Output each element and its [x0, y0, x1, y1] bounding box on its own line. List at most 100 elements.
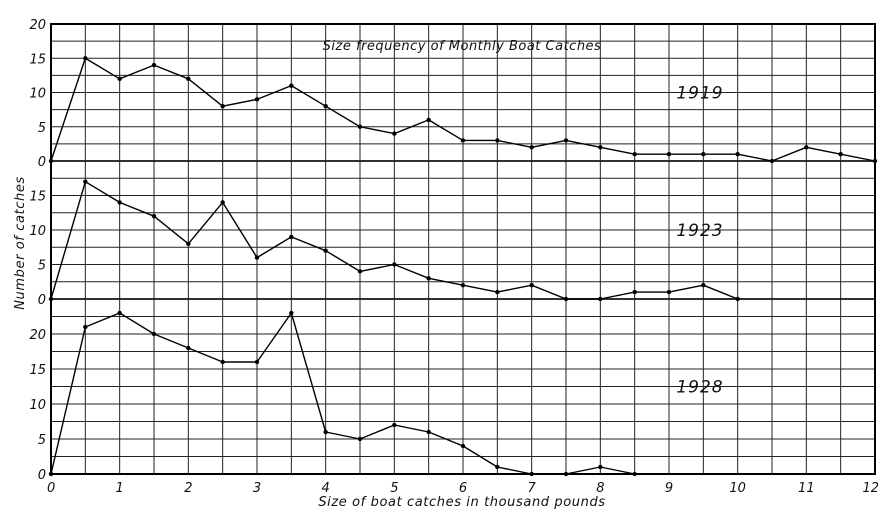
panel-year-label: 1928: [676, 378, 723, 398]
data-point: [323, 248, 328, 253]
data-point: [735, 151, 740, 157]
y-tick-label: 10: [29, 224, 46, 239]
data-point: [529, 145, 534, 150]
data-point: [666, 151, 672, 157]
data-point: [289, 83, 294, 88]
y-tick-label: 15: [29, 190, 46, 205]
data-point: [186, 76, 191, 82]
x-tick-label: 6: [459, 481, 467, 496]
grid: [50, 23, 876, 475]
data-point: [632, 289, 637, 295]
x-tick-label: 4: [322, 481, 330, 496]
data-point: [186, 241, 191, 246]
data-point: [323, 104, 328, 109]
data-point: [426, 429, 431, 435]
data-point: [460, 283, 466, 288]
data-point: [186, 345, 191, 351]
data-point: [151, 62, 157, 68]
data-point: [495, 289, 500, 295]
y-axis-label: Number of catches: [13, 176, 28, 310]
y-tick-label: 10: [29, 87, 46, 102]
data-point: [666, 289, 672, 295]
data-point: [426, 117, 431, 123]
data-point: [220, 359, 225, 365]
data-point: [563, 471, 569, 477]
data-point: [289, 234, 294, 240]
data-point: [254, 97, 260, 102]
data-point: [529, 471, 534, 477]
data-point: [701, 283, 706, 288]
x-tick-label: 9: [665, 481, 673, 496]
data-point: [392, 422, 397, 428]
data-point: [495, 464, 500, 470]
y-tick-label: 0: [38, 155, 46, 170]
data-point: [598, 145, 603, 150]
y-tick-label: 15: [29, 52, 46, 67]
data-point: [598, 464, 603, 470]
data-point: [529, 283, 534, 288]
data-point: [357, 269, 363, 274]
data-point: [632, 471, 637, 477]
y-tick-label: 0: [38, 468, 46, 483]
y-tick-label: 15: [29, 363, 46, 378]
data-point: [323, 429, 328, 435]
series-line-1928: [50, 312, 635, 475]
x-tick-label: 12: [862, 481, 879, 496]
y-tick-label: 20: [29, 18, 46, 33]
data-point: [48, 158, 54, 164]
data-point: [254, 359, 260, 365]
data-point: [872, 158, 878, 164]
x-tick-label: 8: [596, 481, 604, 496]
data-point: [117, 76, 122, 82]
data-point: [632, 151, 637, 157]
y-tick-label: 20: [29, 328, 46, 343]
x-tick-label: 11: [798, 481, 815, 496]
panel-year-label: 1923: [676, 221, 723, 241]
x-tick-label: 2: [184, 481, 192, 496]
data-point: [392, 131, 397, 136]
data-point: [48, 471, 54, 477]
series-group: [48, 56, 878, 477]
y-tick-label: 5: [38, 121, 46, 136]
data-point: [460, 443, 466, 449]
data-point: [117, 200, 122, 205]
data-point: [735, 296, 740, 302]
x-tick-label: 10: [729, 481, 746, 496]
x-tick-label: 5: [390, 481, 398, 496]
x-axis-label: Size of boat catches in thousand pounds: [318, 495, 605, 510]
data-point: [495, 138, 500, 143]
data-point: [117, 310, 122, 316]
x-tick-label: 0: [47, 481, 55, 496]
data-point: [289, 310, 294, 316]
data-point: [804, 145, 809, 150]
data-point: [426, 276, 431, 281]
data-point: [460, 138, 466, 143]
data-point: [83, 324, 88, 330]
x-tick-label: 1: [116, 481, 124, 496]
data-point: [151, 331, 157, 337]
data-point: [151, 214, 157, 219]
y-tick-label: 5: [38, 433, 46, 448]
data-point: [220, 200, 225, 205]
y-tick-label: 0: [38, 293, 46, 308]
panel-year-label: 1919: [676, 84, 723, 104]
data-point: [598, 296, 603, 302]
data-point: [563, 296, 569, 302]
data-point: [769, 158, 775, 164]
y-tick-label: 10: [29, 398, 46, 413]
plot-border: [50, 23, 876, 475]
data-point: [357, 124, 363, 129]
data-point: [701, 151, 706, 157]
data-point: [48, 296, 54, 302]
data-point: [838, 151, 843, 157]
y-tick-label: 5: [38, 259, 46, 274]
data-point: [83, 56, 88, 61]
data-point: [392, 262, 397, 267]
x-tick-label: 3: [253, 481, 261, 496]
data-point: [83, 179, 88, 184]
data-point: [254, 255, 260, 260]
data-point: [357, 436, 363, 442]
data-point: [563, 138, 569, 143]
